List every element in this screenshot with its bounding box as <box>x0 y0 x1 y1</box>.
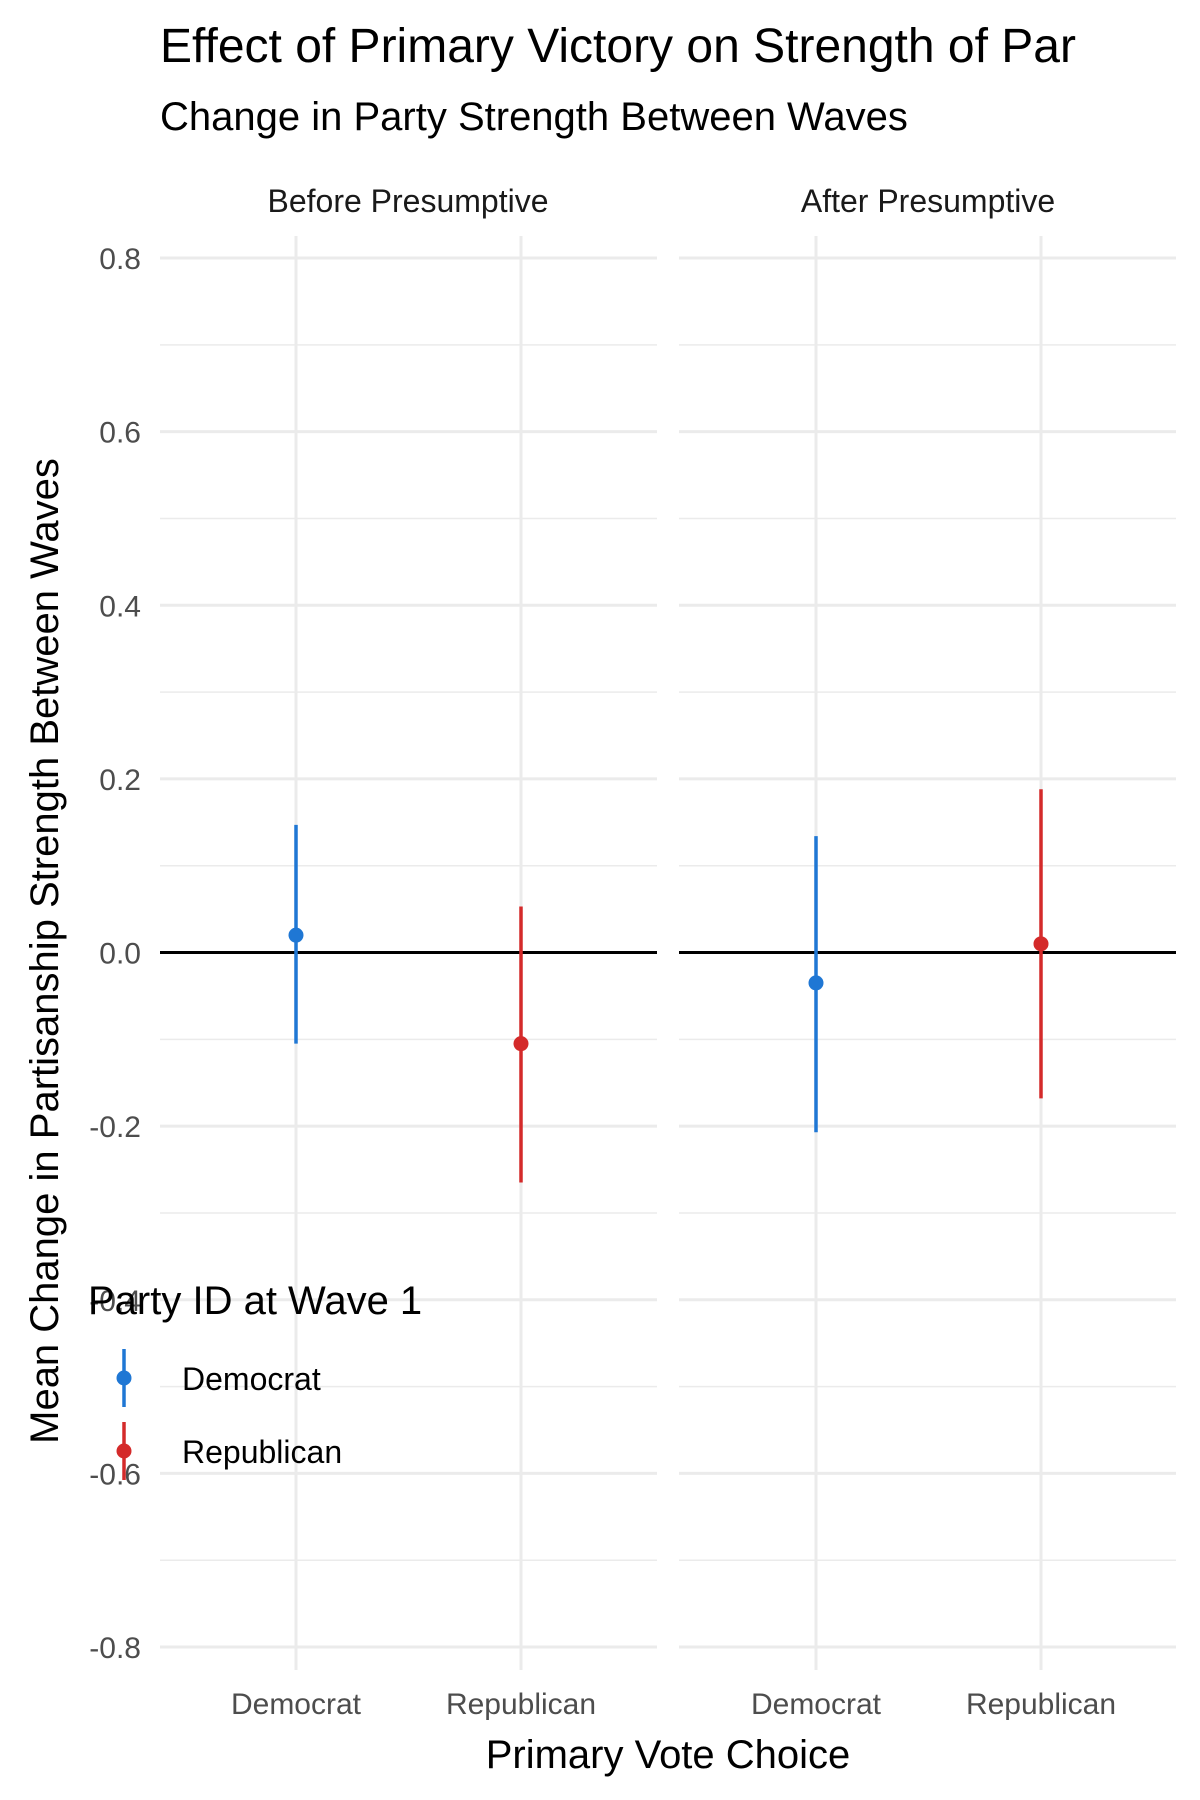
legend: Party ID at Wave 1 Democrat Republican <box>88 1279 422 1480</box>
legend-label-democrat: Democrat <box>182 1361 321 1397</box>
legend-title: Party ID at Wave 1 <box>88 1279 422 1323</box>
y-tick-label: 0.8 <box>99 243 141 276</box>
point-republican <box>513 1036 529 1052</box>
chart-title: Effect of Primary Victory on Strength of… <box>160 20 1076 73</box>
y-tick-label: -0.8 <box>89 1632 141 1665</box>
legend-label-republican: Republican <box>182 1434 342 1470</box>
facet-label-after: After Presumptive <box>801 183 1055 219</box>
facet-label-before: Before Presumptive <box>267 183 548 219</box>
point-democrat <box>808 975 824 991</box>
x-axis-title: Primary Vote Choice <box>486 1733 851 1777</box>
x-tick-label: Republican <box>446 1688 596 1721</box>
legend-key-point-republican <box>116 1443 132 1459</box>
x-tick-labels: Democrat Republican Democrat Republican <box>231 1688 1116 1721</box>
x-tick-label: Democrat <box>231 1688 362 1721</box>
y-tick-label: 0.0 <box>99 938 141 971</box>
point-democrat <box>288 927 304 943</box>
x-tick-label: Democrat <box>751 1688 882 1721</box>
y-tick-label: -0.4 <box>89 1285 141 1318</box>
legend-key-point-democrat <box>116 1370 132 1386</box>
y-tick-label: -0.2 <box>89 1111 141 1144</box>
y-axis-title: Mean Change in Partisanship Strength Bet… <box>23 458 67 1444</box>
y-tick-label: 0.2 <box>99 764 141 797</box>
chart-subtitle: Change in Party Strength Between Waves <box>160 95 908 139</box>
y-tick-label: 0.4 <box>99 590 141 623</box>
x-tick-label: Republican <box>966 1688 1116 1721</box>
y-tick-labels: 0.8 0.6 0.4 0.2 0.0 -0.2 -0.4 -0.6 -0.8 <box>89 243 141 1665</box>
y-tick-label: -0.6 <box>89 1458 141 1491</box>
y-tick-label: 0.6 <box>99 417 141 450</box>
marks-layer <box>288 789 1049 1183</box>
point-republican <box>1033 936 1049 952</box>
legend-keys <box>116 1349 132 1480</box>
